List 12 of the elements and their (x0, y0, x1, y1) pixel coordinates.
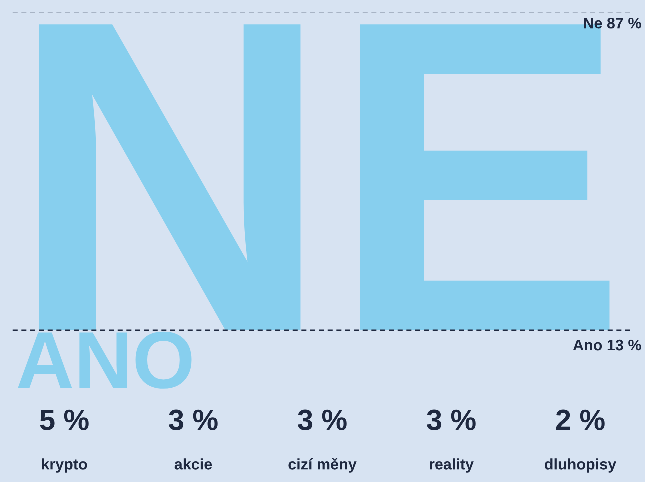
category-label: cizí měny (288, 458, 357, 473)
data-label: Ano 13 % (573, 340, 642, 351)
category-label: akcie (174, 458, 212, 470)
category-label: krypto (42, 458, 88, 473)
text: ANO (18, 332, 192, 389)
data-label: 3 % (298, 410, 347, 430)
data-label: 3 % (427, 410, 476, 430)
data-label: 2 % (556, 410, 605, 430)
data-label: 3 % (169, 410, 218, 430)
data-label: 5 % (40, 410, 89, 430)
category-label: dluhopisy (545, 458, 616, 473)
category-label: reality (430, 458, 474, 473)
